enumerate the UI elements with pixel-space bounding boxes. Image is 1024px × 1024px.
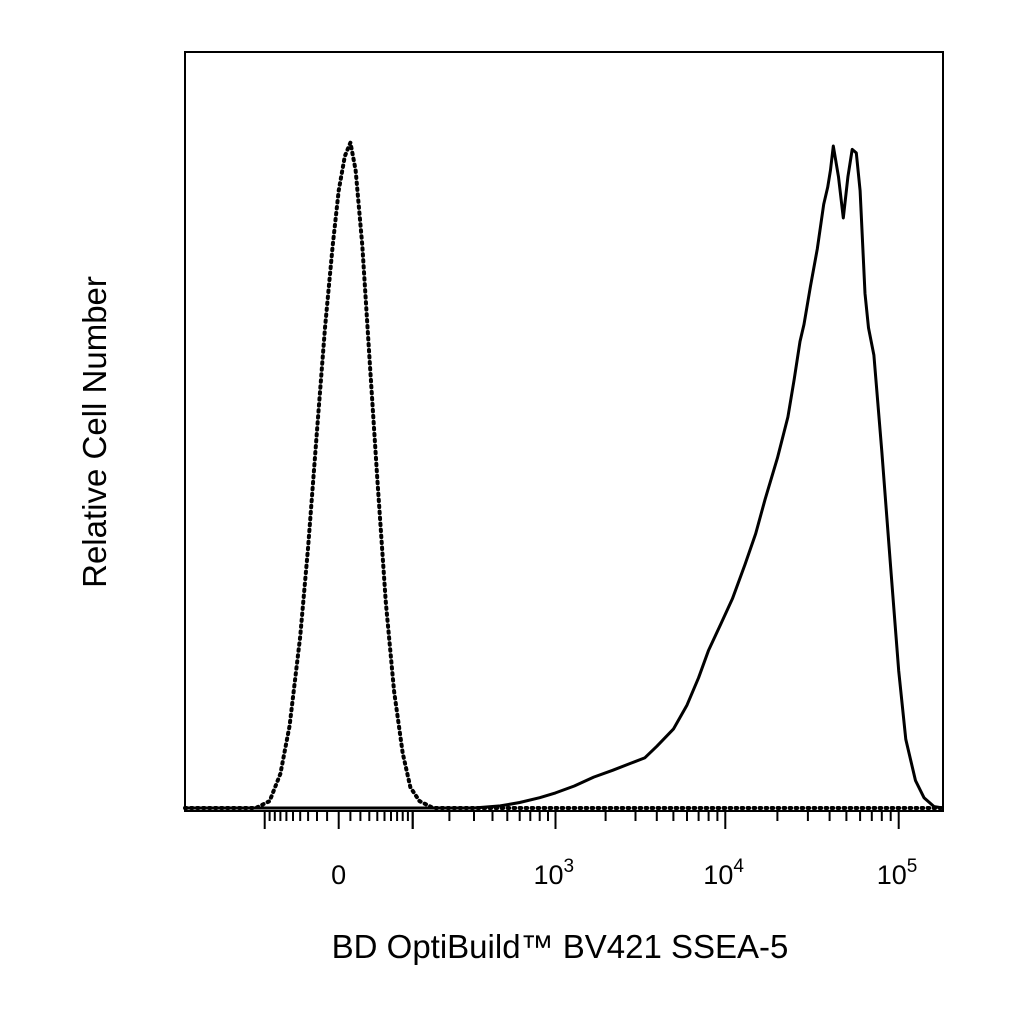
- plot-frame: [184, 51, 944, 812]
- y-axis-label: Relative Cell Number: [76, 276, 113, 588]
- x-tick-label: 104: [703, 856, 744, 890]
- x-tick-label: 103: [534, 856, 575, 890]
- x-axis-tick-labels: 0 103 104 105: [331, 856, 917, 890]
- x-tick-label: 105: [877, 856, 918, 890]
- series-layer: [183, 140, 945, 810]
- x-axis-ticks: [263, 811, 900, 829]
- x-axis-label: BD OptiBuild™ BV421 SSEA-5: [332, 928, 789, 965]
- isotype-control-curve: [183, 140, 945, 810]
- stained-sample-curve: [185, 144, 944, 810]
- x-tick-label: 0: [331, 860, 346, 890]
